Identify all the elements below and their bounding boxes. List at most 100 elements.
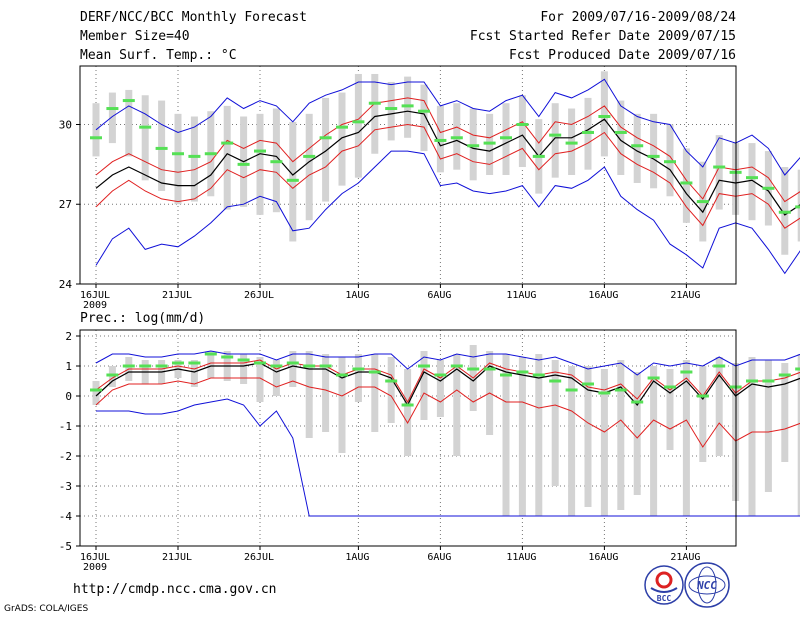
prec-spread-box (518, 357, 526, 516)
prec-spread-box (420, 351, 428, 420)
prec-mode-marker (155, 364, 168, 368)
temp-mode-marker (106, 107, 119, 111)
produced-date-label: Fcst Produced Date 2009/07/16 (509, 48, 736, 63)
prec-x-tick-label: 26JUL (244, 552, 274, 563)
prec-line-ensemble-min (96, 398, 800, 517)
temp-mode-marker (696, 200, 709, 204)
temp-mode-marker (713, 165, 726, 169)
prec-mode-marker (680, 370, 693, 374)
temp-mode-marker (664, 160, 676, 164)
prec-spread-box (682, 360, 690, 516)
prec-spread-box (305, 351, 313, 438)
website-url[interactable]: http://cmdp.ncc.cma.gov.cn (73, 582, 277, 597)
temp-x-tick-label: 6AUG (427, 290, 451, 301)
prec-spread-box (240, 354, 248, 384)
prec-spread-box (289, 351, 297, 387)
bcc-logo-text: BCC (657, 594, 672, 603)
prec-mode-marker (614, 388, 627, 392)
temp-spread-box (256, 113, 264, 215)
prec-spread-box (272, 360, 280, 396)
temp-mode-marker (155, 146, 168, 150)
temp-mode-marker (582, 130, 594, 134)
temp-spread-box (125, 89, 133, 157)
prec-mode-marker (483, 367, 496, 371)
temp-spread-box (518, 95, 526, 168)
temp-line-mean-plus-sd (95, 97, 800, 203)
forecast-period-label: For 2009/07/16-2009/08/24 (540, 10, 736, 25)
temp-y-tick-label: 27 (59, 198, 72, 211)
prec-mode-marker (746, 379, 758, 383)
temp-mode-marker (418, 109, 430, 113)
prec-mode-marker (352, 367, 365, 371)
temp-mode-marker (254, 149, 266, 153)
prec-spread-box (764, 360, 772, 492)
prec-x-tick-label: 21JUL (162, 552, 192, 563)
temp-y-tick-label: 30 (59, 118, 72, 131)
temp-mode-marker (90, 136, 102, 140)
refer-date-label: Fcst Started Refer Date 2009/07/15 (469, 29, 736, 44)
prec-mode-marker (450, 364, 463, 368)
member-size-label: Member Size=40 (80, 29, 190, 44)
ncc-logo: NCC (684, 562, 730, 608)
temp-mode-marker (188, 154, 201, 158)
prec-spread-box (436, 360, 444, 417)
prec-mode-marker (467, 367, 480, 371)
prec-mode-marker (254, 361, 266, 365)
temp-mode-marker (795, 205, 800, 209)
prec-line-ensemble-max (95, 350, 800, 376)
prec-spread-box (387, 357, 395, 423)
prec-line-ensemble-mean (95, 362, 800, 407)
temp-spread-box (633, 113, 641, 183)
temp-line-ensemble-mean (95, 110, 800, 216)
prec-mode-marker (696, 394, 709, 398)
prec-spread-box (617, 360, 625, 510)
temp-mode-marker (467, 144, 480, 148)
temp-y-tick-label: 24 (59, 278, 73, 291)
temp-mode-marker (598, 115, 611, 119)
prec-mode-marker (204, 352, 217, 356)
temp-mode-marker (352, 120, 365, 124)
temp-mode-marker (647, 154, 660, 158)
temp-spread-box (387, 81, 395, 141)
prec-y-tick-label: -5 (59, 540, 72, 553)
prec-y-tick-label: -1 (59, 420, 72, 433)
prec-mode-marker (516, 370, 529, 374)
prec-x-tick-label: 16JUL (80, 552, 110, 563)
prec-mode-marker (303, 364, 316, 368)
temp-x-tick-label: 21JUL (162, 290, 192, 301)
temp-spread-box (108, 92, 116, 144)
temp-spread-box (420, 84, 428, 152)
temp-spread-box (715, 135, 723, 210)
temp-spread-box (158, 100, 166, 191)
temp-mode-marker (680, 181, 693, 185)
temp-spread-box (322, 97, 330, 202)
prec-spread-box (453, 354, 461, 456)
prec-spread-box (699, 366, 707, 462)
precip-panel-title: Prec.: log(mm/d) (80, 311, 205, 326)
prec-spread-box (502, 354, 510, 516)
prec-mode-marker (106, 373, 119, 377)
temp-spread-box (305, 113, 313, 221)
prec-mode-marker (795, 367, 800, 371)
temp-x-tick-label: 11AUG (506, 290, 536, 301)
temp-spread-box (141, 95, 149, 181)
prec-spread-box (322, 354, 330, 432)
temp-mode-marker (237, 162, 250, 166)
temp-spread-box (617, 100, 625, 175)
temp-line-ensemble-min (95, 150, 800, 275)
prec-mode-marker (418, 364, 430, 368)
prec-spread-box (600, 369, 608, 516)
temp-mode-marker (631, 144, 644, 148)
prec-mode-marker (237, 358, 250, 362)
temp-spread-box (650, 113, 658, 189)
prec-mode-marker (319, 364, 332, 368)
temp-x-tick-label: 1AUG (345, 290, 369, 301)
grads-credit: GrADS: COLA/IGES (4, 604, 89, 614)
temp-spread-box (174, 113, 182, 205)
ncc-logo-text: NCC (696, 579, 717, 592)
temp-plot-frame (79, 65, 737, 285)
prec-mode-marker (139, 364, 152, 368)
prec-spread-box (748, 357, 756, 516)
prec-spread-box (354, 354, 362, 402)
